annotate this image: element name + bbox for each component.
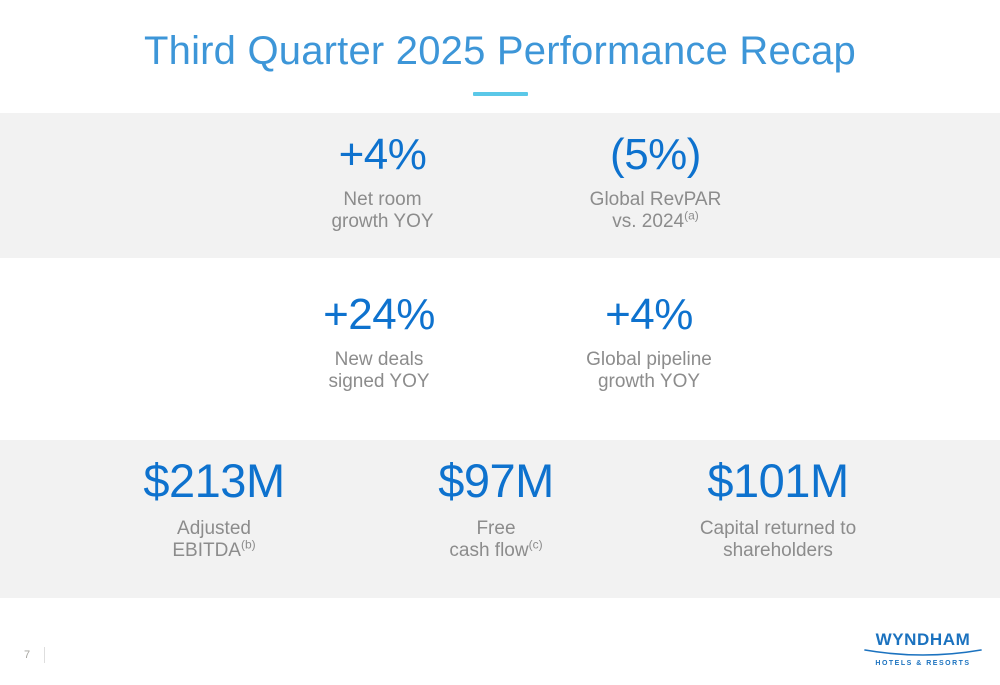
- stat-label-line-1: Global RevPAR: [589, 189, 722, 211]
- stat-label: New deals signed YOY: [244, 349, 514, 393]
- stat-label-line-2: growth YOY: [331, 211, 434, 233]
- stat-row-1: +4% Net room growth YOY (5%) Global RevP…: [0, 130, 1000, 233]
- stat-value: (5%): [610, 130, 701, 179]
- footer-page-indicator: 7: [24, 647, 46, 663]
- stat-label-line-2: signed YOY: [328, 371, 430, 393]
- stat-footnote-marker: (a): [684, 208, 699, 223]
- stat-value: $101M: [707, 454, 849, 507]
- title-accent-rule: [472, 92, 528, 96]
- stat-card: +24% New deals signed YOY: [244, 290, 514, 393]
- stat-label-line-1: Net room: [343, 189, 422, 211]
- stat-label-line-1: Adjusted: [177, 517, 251, 539]
- wyndham-logo: WYNDHAM HOTELS & RESORTS: [864, 631, 982, 667]
- stat-card: $97M Free cash flow(c): [355, 454, 637, 562]
- stat-value: $213M: [143, 454, 285, 507]
- title-block: Third Quarter 2025 Performance Recap: [0, 28, 1000, 96]
- stat-value: $97M: [438, 454, 554, 507]
- stat-label-line-1: New deals: [334, 349, 424, 371]
- background-band-row-3: [0, 440, 1000, 598]
- stat-label: Free cash flow(c): [355, 518, 637, 562]
- stat-value: +24%: [323, 290, 435, 339]
- stat-card: +4% Global pipeline growth YOY: [514, 290, 784, 393]
- logo-swoosh-icon: [864, 649, 982, 656]
- page-number: 7: [24, 648, 31, 661]
- stat-card: +4% Net room growth YOY: [246, 130, 519, 233]
- logo-tagline: HOTELS & RESORTS: [875, 660, 971, 667]
- stat-label-line-2: cash flow: [449, 539, 529, 561]
- background-band-row-2: [0, 258, 1000, 440]
- stat-row-3: $213M Adjusted EBITDA(b) $97M Free cash …: [0, 454, 1000, 562]
- background-band-row-1: [0, 113, 1000, 258]
- stat-label-line-2: shareholders: [723, 539, 833, 561]
- stat-row-2: +24% New deals signed YOY +4% Global pip…: [0, 290, 1000, 393]
- stat-value: +4%: [338, 130, 427, 179]
- stat-card: $213M Adjusted EBITDA(b): [73, 454, 355, 562]
- stat-label: Global RevPAR vs. 2024(a): [519, 189, 792, 233]
- stat-label-line-1: Global pipeline: [586, 349, 712, 371]
- stat-label-line-2: growth YOY: [597, 371, 701, 393]
- stat-card: (5%) Global RevPAR vs. 2024(a): [519, 130, 792, 233]
- stat-label-line-2: vs. 2024: [612, 211, 685, 233]
- stat-label: Net room growth YOY: [246, 189, 519, 233]
- logo-wordmark: WYNDHAM: [875, 630, 971, 649]
- stat-footnote-marker: (c): [528, 537, 543, 552]
- footer-divider: [44, 647, 46, 663]
- stat-label: Adjusted EBITDA(b): [73, 518, 355, 562]
- stat-label-line-1: Free: [476, 517, 516, 539]
- stat-label: Global pipeline growth YOY: [514, 349, 784, 393]
- stat-footnote-marker: (b): [240, 537, 256, 552]
- stat-label-line-1: Capital returned to: [699, 517, 857, 539]
- stat-card: $101M Capital returned to shareholders: [637, 454, 919, 562]
- stat-label-line-2: EBITDA: [172, 539, 241, 561]
- stat-label: Capital returned to shareholders: [637, 518, 919, 562]
- stat-value: +4%: [605, 290, 693, 339]
- page-title: Third Quarter 2025 Performance Recap: [144, 29, 856, 73]
